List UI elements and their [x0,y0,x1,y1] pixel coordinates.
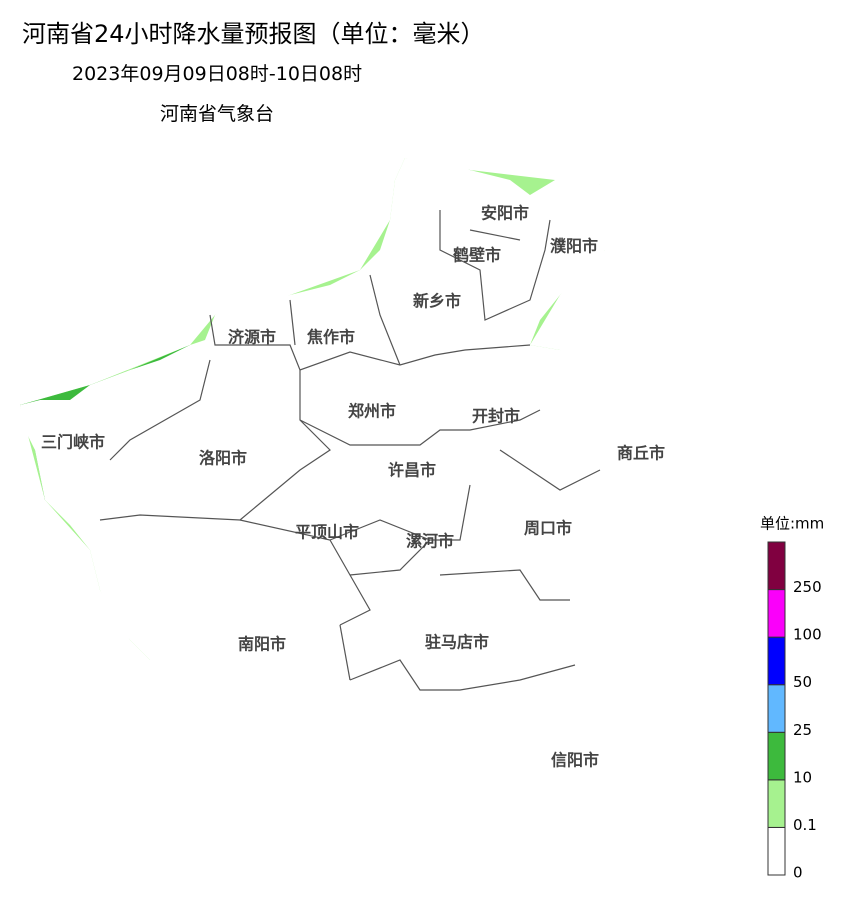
legend-label: 10 [793,768,812,786]
city-label: 漯河市 [406,532,454,551]
legend-label: 50 [793,673,812,691]
legend-swatch [767,589,786,638]
city-label: 安阳市 [481,204,529,223]
city-label: 周口市 [524,519,572,538]
legend-label: 250 [793,578,822,596]
city-label: 南阳市 [238,635,286,654]
legend-label: 25 [793,721,812,739]
legend-label: 100 [793,626,822,644]
city-label: 濮阳市 [550,237,598,256]
city-label: 商丘市 [617,444,665,463]
legend-label: 0 [793,864,803,882]
legend-swatch [767,779,786,828]
city-label: 新乡市 [413,292,461,311]
city-label: 三门峡市 [41,433,105,452]
issuer: 河南省气象台 [160,103,274,125]
city-label: 洛阳市 [199,449,247,468]
city-label: 鹤壁市 [453,246,501,265]
legend-swatch [767,541,786,591]
city-label: 驻马店市 [425,633,489,652]
legend: 单位:mm 0 0.1 10 25 50 100 250 [760,515,824,882]
title: 河南省24小时降水量预报图（单位：毫米） [22,20,485,48]
legend-swatch [767,684,786,733]
legend-title: 单位:mm [760,515,824,533]
city-label: 开封市 [472,407,520,426]
legend-label: 0.1 [793,816,817,834]
city-label: 郑州市 [348,402,396,421]
period: 2023年09月09日08时-10日08时 [72,63,362,85]
province [18,156,742,842]
city-label: 焦作市 [306,328,355,347]
city-label: 信阳市 [551,751,599,770]
city-label: 许昌市 [388,461,436,480]
city-label: 济源市 [228,328,276,347]
legend-swatch [767,636,786,686]
legend-swatch [767,826,786,876]
legend-swatch [767,731,786,781]
city-label: 平顶山市 [295,523,359,542]
